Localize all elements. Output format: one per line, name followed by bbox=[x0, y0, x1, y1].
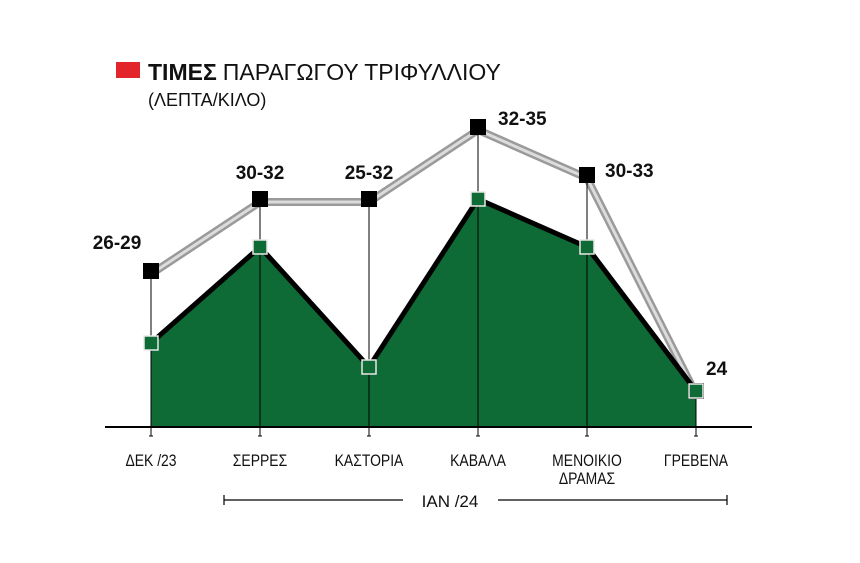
x-tick-label: ΚΑΒΑΛΑ bbox=[450, 452, 506, 471]
chart-title: ΤΙΜΕΣ ΠΑΡΑΓΩΓΟΥ ΤΡΙΦΥΛΛΙΟΥ bbox=[148, 59, 501, 85]
max-line-inner bbox=[150, 128, 698, 395]
data-label: 24 bbox=[706, 359, 728, 380]
data-label: 26-29 bbox=[93, 233, 142, 254]
min-line bbox=[149, 196, 698, 393]
data-label: 32-35 bbox=[498, 109, 547, 130]
data-label: 30-32 bbox=[236, 163, 285, 184]
x-tick-label: ΔΡΑΜΑΣ bbox=[559, 470, 615, 489]
data-label: 30-33 bbox=[605, 161, 654, 182]
min-marker bbox=[470, 191, 486, 207]
max-marker bbox=[143, 263, 159, 279]
min-marker bbox=[361, 359, 377, 375]
max-marker bbox=[579, 167, 595, 183]
x-tick-label: ΚΑΣΤΟΡΙΑ bbox=[335, 452, 404, 471]
min-area bbox=[151, 199, 696, 427]
x-tick-label: ΣΕΡΡΕΣ bbox=[233, 452, 287, 471]
min-marker bbox=[688, 383, 704, 399]
data-label: 25-32 bbox=[345, 163, 394, 184]
max-marker bbox=[470, 119, 486, 135]
x-tick-label: ΓΡΕΒΕΝΑ bbox=[664, 452, 729, 471]
min-marker bbox=[252, 239, 268, 255]
legend-red-square bbox=[116, 62, 140, 78]
max-marker bbox=[361, 191, 377, 207]
chart-subtitle: (ΛΕΠΤΑ/ΚΙΛΟ) bbox=[148, 90, 266, 110]
x-tick-label: ΔΕΚ /23 bbox=[125, 452, 176, 471]
x-tick-label: ΜΕΝΟΙΚΙΟ bbox=[552, 452, 622, 471]
max-marker bbox=[252, 191, 268, 207]
min-marker bbox=[143, 335, 159, 351]
group-label: ΙΑΝ /24 bbox=[422, 492, 479, 511]
min-marker bbox=[579, 239, 595, 255]
